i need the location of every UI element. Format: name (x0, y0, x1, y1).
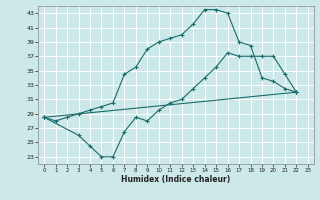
X-axis label: Humidex (Indice chaleur): Humidex (Indice chaleur) (121, 175, 231, 184)
